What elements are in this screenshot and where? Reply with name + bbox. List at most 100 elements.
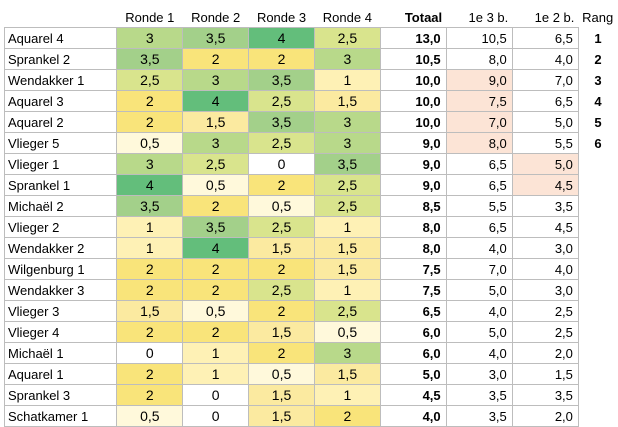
first-3-rounds-cell: 7,0	[445, 258, 513, 280]
rank-cell	[578, 258, 618, 280]
round-3-score-cell: 2	[248, 258, 315, 280]
team-name-cell: Wendakker 3	[3, 279, 118, 301]
team-name-cell: Aquarel 2	[3, 111, 118, 133]
total-cell: 10,0	[379, 90, 447, 112]
round-4-score-cell: 1,5	[313, 258, 381, 280]
team-name-cell: Wendakker 1	[3, 69, 118, 91]
rank-cell	[578, 237, 618, 259]
round-3-score-cell: 2,5	[248, 279, 315, 301]
round-3-score-cell: 2	[248, 300, 315, 322]
round-3-score-cell: 2,5	[248, 216, 315, 238]
round-3-score-cell: 2,5	[248, 132, 315, 154]
round-1-score-cell: 2	[116, 321, 184, 343]
round-3-score-cell: 3,5	[248, 69, 315, 91]
header-ronde-3: Ronde 3	[248, 7, 315, 28]
round-4-score-cell: 3	[313, 48, 381, 70]
header-ronde-2: Ronde 2	[182, 7, 249, 28]
round-3-score-cell: 2	[248, 342, 315, 364]
team-name-cell: Schatkamer 1	[3, 405, 118, 427]
round-1-score-cell: 1	[116, 237, 184, 259]
round-3-score-cell: 2	[248, 174, 315, 196]
first-3-rounds-cell: 3,5	[445, 405, 513, 427]
first-3-rounds-cell: 10,5	[445, 27, 513, 49]
first-2-rounds-cell: 2,5	[511, 300, 579, 322]
rank-cell: 3	[578, 69, 618, 91]
round-1-score-cell: 3,5	[116, 195, 184, 217]
round-1-score-cell: 2,5	[116, 69, 184, 91]
total-cell: 7,5	[379, 258, 447, 280]
round-1-score-cell: 3	[116, 153, 184, 175]
round-4-score-cell: 2,5	[313, 27, 381, 49]
first-2-rounds-cell: 6,5	[511, 27, 579, 49]
round-2-score-cell: 0	[182, 384, 250, 406]
total-cell: 6,5	[379, 300, 447, 322]
round-1-score-cell: 3	[116, 27, 184, 49]
round-3-score-cell: 1,5	[248, 321, 315, 343]
first-3-rounds-cell: 5,0	[445, 279, 513, 301]
first-2-rounds-cell: 7,0	[511, 69, 579, 91]
total-cell: 10,0	[379, 111, 447, 133]
round-1-score-cell: 1,5	[116, 300, 184, 322]
table-row: Michaël 1 0 1 2 3 6,0 4,0 2,0	[3, 342, 618, 364]
round-1-score-cell: 1	[116, 216, 184, 238]
total-cell: 10,5	[379, 48, 447, 70]
first-3-rounds-cell: 5,0	[445, 321, 513, 343]
round-1-score-cell: 0	[116, 342, 184, 364]
total-cell: 6,0	[379, 321, 447, 343]
team-name-cell: Sprankel 3	[3, 384, 118, 406]
first-3-rounds-cell: 6,5	[445, 216, 513, 238]
round-1-score-cell: 0,5	[116, 132, 184, 154]
table-row: Michaël 2 3,5 2 0,5 2,5 8,5 5,5 3,5	[3, 195, 618, 217]
round-2-score-cell: 3,5	[182, 27, 250, 49]
rank-cell: 4	[578, 90, 618, 112]
total-cell: 9,0	[379, 153, 447, 175]
table-row: Sprankel 2 3,5 2 2 3 10,5 8,0 4,0 2	[3, 48, 618, 70]
round-1-score-cell: 2	[116, 363, 184, 385]
round-1-score-cell: 0,5	[116, 405, 184, 427]
total-cell: 13,0	[379, 27, 447, 49]
round-4-score-cell: 1,5	[313, 363, 381, 385]
team-name-cell: Aquarel 1	[3, 363, 118, 385]
total-cell: 8,0	[379, 237, 447, 259]
rank-cell	[578, 363, 618, 385]
round-2-score-cell: 1	[182, 342, 250, 364]
total-cell: 10,0	[379, 69, 447, 91]
corner-cell	[4, 7, 117, 28]
round-3-score-cell: 1,5	[248, 405, 315, 427]
first-2-rounds-cell: 5,5	[511, 132, 579, 154]
first-2-rounds-cell: 4,5	[511, 216, 579, 238]
table-row: Wendakker 3 2 2 2,5 1 7,5 5,0 3,0	[3, 279, 618, 301]
total-cell: 4,0	[379, 405, 447, 427]
rank-cell	[578, 153, 618, 175]
round-4-score-cell: 3,5	[313, 153, 381, 175]
round-2-score-cell: 4	[182, 237, 250, 259]
first-2-rounds-cell: 1,5	[511, 363, 579, 385]
table-row: Schatkamer 1 0,5 0 1,5 2 4,0 3,5 2,0	[3, 405, 618, 427]
team-name-cell: Michaël 2	[3, 195, 118, 217]
rank-cell	[578, 384, 618, 406]
total-cell: 8,5	[379, 195, 447, 217]
round-2-score-cell: 2	[182, 321, 250, 343]
team-name-cell: Michaël 1	[3, 342, 118, 364]
round-3-score-cell: 1,5	[248, 237, 315, 259]
round-2-score-cell: 4	[182, 90, 250, 112]
first-3-rounds-cell: 7,0	[445, 111, 513, 133]
table-row: Wendakker 1 2,5 3 3,5 1 10,0 9,0 7,0 3	[3, 69, 618, 91]
total-cell: 4,5	[379, 384, 447, 406]
header-first-2-rounds: 1e 2 b.	[512, 7, 579, 28]
total-cell: 5,0	[379, 363, 447, 385]
rank-cell	[578, 321, 618, 343]
team-name-cell: Wilgenburg 1	[3, 258, 118, 280]
round-2-score-cell: 1	[182, 363, 250, 385]
round-3-score-cell: 0,5	[248, 195, 315, 217]
first-3-rounds-cell: 6,5	[445, 153, 513, 175]
table-row: Sprankel 3 2 0 1,5 1 4,5 3,5 3,5	[3, 384, 618, 406]
round-3-score-cell: 0	[248, 153, 315, 175]
first-3-rounds-cell: 3,5	[445, 384, 513, 406]
header-totaal: Totaal	[380, 7, 447, 28]
round-4-score-cell: 3	[313, 342, 381, 364]
round-4-score-cell: 1	[313, 384, 381, 406]
round-1-score-cell: 2	[116, 279, 184, 301]
first-2-rounds-cell: 2,5	[511, 321, 579, 343]
team-name-cell: Vlieger 4	[3, 321, 118, 343]
